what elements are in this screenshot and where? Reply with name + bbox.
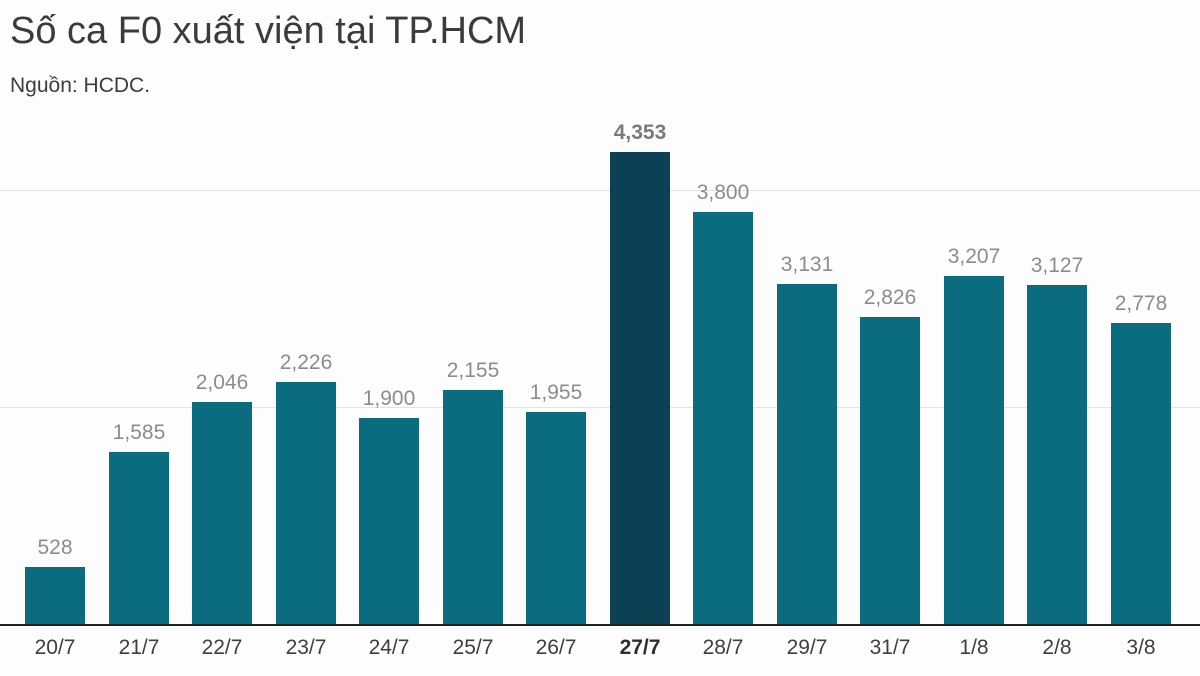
bar-value-label-3-8: 2,778 (1114, 292, 1168, 315)
bar-2-8 (1027, 285, 1087, 624)
bar-value-label-29-7: 3,131 (780, 253, 834, 276)
x-tick-label-26-7: 26/7 (535, 636, 577, 659)
bar-value-label-2-8: 3,127 (1030, 254, 1084, 277)
x-tick-label-29-7: 29/7 (786, 636, 828, 659)
bar-value-label-27-7: 4,353 (613, 121, 667, 144)
x-tick-label-23-7: 23/7 (285, 636, 327, 659)
x-tick-label-31-7: 31/7 (869, 636, 911, 659)
bar-24-7 (359, 418, 419, 624)
bar-1-8 (944, 276, 1004, 624)
bar-26-7 (526, 412, 586, 624)
x-tick-label-3-8: 3/8 (1126, 636, 1156, 659)
chart-title: Số ca F0 xuất viện tại TP.HCM (10, 10, 527, 52)
x-tick-label-20-7: 20/7 (34, 636, 76, 659)
bar-20-7 (25, 567, 85, 624)
chart-source-label: Nguồn: HCDC. (10, 74, 151, 97)
bar-value-label-25-7: 2,155 (446, 359, 500, 382)
bar-value-label-21-7: 1,585 (112, 421, 166, 444)
x-tick-label-24-7: 24/7 (368, 636, 410, 659)
bar-value-label-26-7: 1,955 (529, 381, 583, 404)
bar-21-7 (109, 452, 169, 624)
x-tick-label-2-8: 2/8 (1042, 636, 1072, 659)
bar-value-label-31-7: 2,826 (863, 286, 917, 309)
bar-23-7 (276, 382, 336, 624)
bar-value-label-24-7: 1,900 (362, 387, 416, 410)
bar-28-7 (693, 212, 753, 624)
bar-31-7 (860, 317, 920, 624)
gridline-2000 (0, 407, 1200, 408)
bar-value-label-20-7: 528 (37, 536, 73, 559)
x-tick-label-22-7: 22/7 (201, 636, 243, 659)
x-axis-line (0, 624, 1200, 626)
gridline-4000 (0, 190, 1200, 191)
bar-value-label-23-7: 2,226 (279, 351, 333, 374)
bar-value-label-28-7: 3,800 (696, 181, 750, 204)
bar-value-label-1-8: 3,207 (947, 245, 1001, 268)
bar-3-8 (1111, 323, 1171, 624)
bar-value-label-22-7: 2,046 (195, 371, 249, 394)
x-tick-label-27-7: 27/7 (619, 636, 661, 659)
bar-22-7 (192, 402, 252, 624)
bar-27-7 (610, 152, 670, 624)
bar-29-7 (777, 284, 837, 624)
x-tick-label-25-7: 25/7 (452, 636, 494, 659)
x-tick-label-1-8: 1/8 (959, 636, 989, 659)
x-tick-label-21-7: 21/7 (118, 636, 160, 659)
bar-25-7 (443, 390, 503, 624)
x-tick-label-28-7: 28/7 (702, 636, 744, 659)
